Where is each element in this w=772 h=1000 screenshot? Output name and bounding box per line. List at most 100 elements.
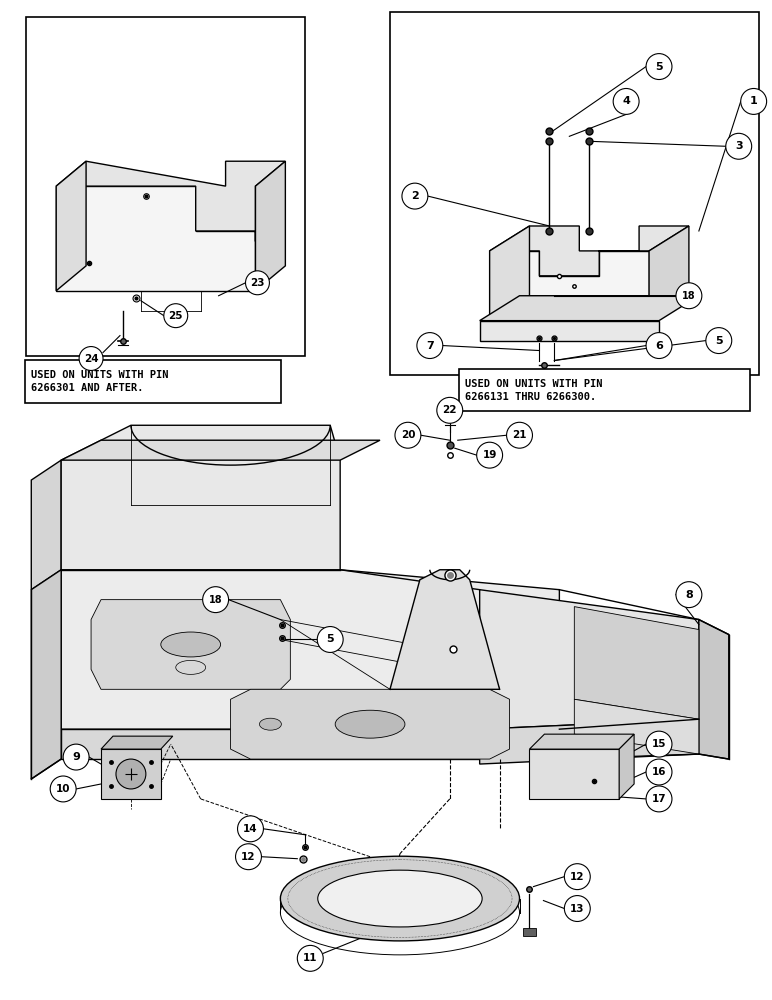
Ellipse shape [335, 710, 405, 738]
Circle shape [646, 786, 672, 812]
Circle shape [235, 844, 262, 870]
Circle shape [437, 397, 462, 423]
Polygon shape [479, 590, 699, 729]
Text: 19: 19 [482, 450, 497, 460]
Text: 3: 3 [735, 141, 743, 151]
Polygon shape [574, 607, 699, 719]
Polygon shape [489, 251, 649, 321]
Polygon shape [56, 186, 256, 291]
Text: 8: 8 [685, 590, 692, 600]
Polygon shape [479, 719, 699, 764]
Circle shape [613, 88, 639, 114]
Text: 22: 22 [442, 405, 457, 415]
Circle shape [564, 896, 591, 921]
Text: 24: 24 [83, 354, 98, 364]
Circle shape [395, 422, 421, 448]
Circle shape [646, 333, 672, 359]
Text: 15: 15 [652, 739, 666, 749]
Circle shape [238, 816, 263, 842]
Circle shape [476, 442, 503, 468]
Bar [523, 928, 537, 936]
Polygon shape [619, 734, 634, 799]
Text: 9: 9 [72, 752, 80, 762]
FancyBboxPatch shape [459, 369, 750, 411]
Polygon shape [91, 600, 290, 689]
Text: USED ON UNITS WITH PIN
6266131 THRU 6266300.: USED ON UNITS WITH PIN 6266131 THRU 6266… [465, 379, 602, 402]
Polygon shape [390, 570, 499, 689]
Text: 20: 20 [401, 430, 415, 440]
Text: 18: 18 [682, 291, 696, 301]
Circle shape [646, 759, 672, 785]
Circle shape [726, 133, 752, 159]
Polygon shape [61, 440, 380, 460]
Text: 18: 18 [208, 595, 222, 605]
Text: 11: 11 [303, 953, 317, 963]
Text: 17: 17 [652, 794, 666, 804]
Polygon shape [530, 734, 634, 749]
Circle shape [245, 271, 269, 295]
Circle shape [506, 422, 533, 448]
Polygon shape [61, 425, 340, 570]
Circle shape [63, 744, 89, 770]
Circle shape [646, 54, 672, 80]
Polygon shape [479, 321, 659, 341]
Polygon shape [231, 689, 510, 759]
Polygon shape [61, 570, 560, 729]
Text: 5: 5 [327, 634, 334, 644]
Text: 5: 5 [655, 62, 663, 72]
Polygon shape [32, 460, 61, 590]
Circle shape [676, 582, 702, 608]
Text: 25: 25 [168, 311, 183, 321]
Circle shape [50, 776, 76, 802]
Polygon shape [256, 161, 286, 291]
Ellipse shape [280, 856, 520, 941]
Polygon shape [699, 620, 729, 759]
Circle shape [402, 183, 428, 209]
Circle shape [79, 347, 103, 370]
Text: 7: 7 [426, 341, 434, 351]
Polygon shape [56, 161, 86, 291]
Bar [390, 12, 759, 375]
Polygon shape [489, 226, 689, 276]
Polygon shape [489, 296, 689, 321]
Text: 21: 21 [513, 430, 527, 440]
Polygon shape [489, 226, 530, 321]
Circle shape [706, 328, 732, 354]
Polygon shape [479, 296, 699, 321]
Circle shape [297, 945, 323, 971]
Polygon shape [574, 699, 699, 754]
Circle shape [564, 864, 591, 890]
Text: 5: 5 [715, 336, 723, 346]
Circle shape [417, 333, 443, 359]
Bar [101, 749, 161, 799]
Circle shape [116, 759, 146, 789]
Text: 2: 2 [411, 191, 418, 201]
Text: USED ON UNITS WITH PIN
6266301 AND AFTER.: USED ON UNITS WITH PIN 6266301 AND AFTER… [32, 370, 169, 393]
Circle shape [646, 731, 672, 757]
FancyBboxPatch shape [25, 360, 281, 403]
Ellipse shape [259, 718, 281, 730]
Polygon shape [649, 226, 689, 321]
Text: 6: 6 [655, 341, 663, 351]
Text: 13: 13 [570, 904, 584, 914]
Polygon shape [56, 161, 286, 231]
Polygon shape [61, 729, 560, 759]
Text: 10: 10 [56, 784, 70, 794]
Circle shape [740, 88, 767, 114]
Circle shape [676, 283, 702, 309]
Text: 1: 1 [750, 96, 757, 106]
Bar [26, 17, 305, 356]
Polygon shape [530, 749, 619, 799]
Ellipse shape [161, 632, 221, 657]
Ellipse shape [318, 870, 482, 927]
Text: 16: 16 [652, 767, 666, 777]
Text: 23: 23 [250, 278, 265, 288]
Text: 12: 12 [241, 852, 256, 862]
Text: 4: 4 [622, 96, 630, 106]
Text: 14: 14 [243, 824, 258, 834]
Circle shape [164, 304, 188, 328]
Circle shape [317, 627, 344, 652]
Polygon shape [101, 736, 173, 749]
Text: 12: 12 [570, 872, 584, 882]
Polygon shape [32, 570, 61, 779]
